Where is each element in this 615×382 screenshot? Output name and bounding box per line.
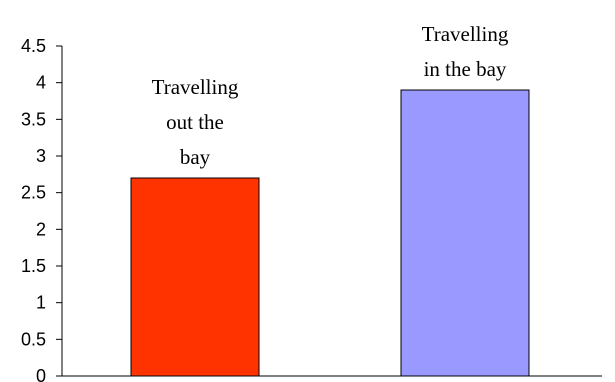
y-tick-label: 1.5 [21, 256, 46, 276]
bar-2 [400, 89, 530, 377]
y-tick-label: 3 [36, 146, 46, 166]
y-tick-label: 1 [36, 293, 46, 313]
y-tick-label: 4 [36, 73, 46, 93]
bar-1 [130, 177, 260, 377]
y-tick-label: 2 [36, 219, 46, 239]
y-tick-label: 0.5 [21, 329, 46, 349]
y-tick-label: 2.5 [21, 183, 46, 203]
y-tick-label: 0 [36, 366, 46, 382]
bar-label-line: Travelling [422, 22, 509, 46]
bar-label-line: out the [166, 110, 224, 134]
y-tick-label: 3.5 [21, 109, 46, 129]
labels-layer: Travelling out the bay Travelling in the bay [152, 22, 509, 169]
bar-label-2: Travelling in the bay [422, 22, 509, 81]
bar-label-1: Travelling out the bay [152, 75, 239, 169]
y-tick-label: 4.5 [21, 36, 46, 56]
bar-label-line: Travelling [152, 75, 239, 99]
bars-layer [130, 89, 530, 377]
bar-label-line: bay [180, 145, 211, 169]
axes-layer: 0 0.5 1 1.5 2 2.5 3 3.5 4 4.5 [21, 36, 602, 382]
bar-label-line: in the bay [424, 57, 507, 81]
